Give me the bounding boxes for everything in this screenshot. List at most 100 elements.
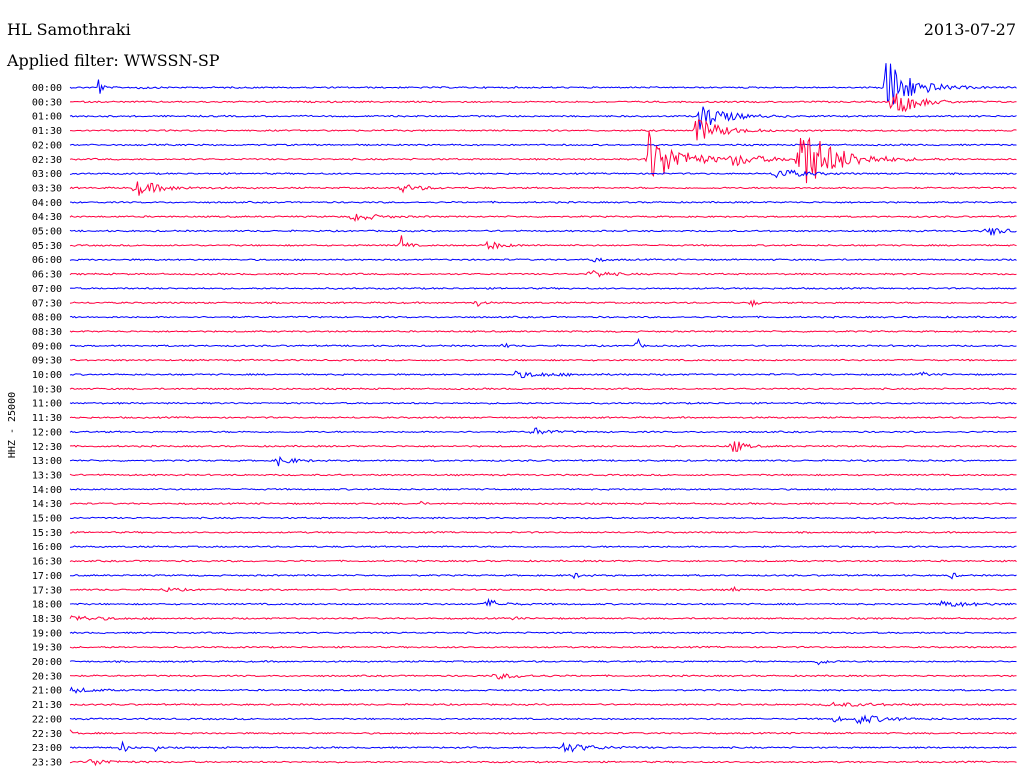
- trace-line: [69, 516, 1017, 520]
- time-label: 08:00: [32, 313, 62, 324]
- trace-line: [69, 131, 1017, 184]
- time-label: 12:30: [32, 442, 62, 453]
- trace-line: [69, 257, 1017, 263]
- trace-line: [69, 387, 1017, 391]
- trace-group: [69, 63, 1017, 767]
- time-label: 21:00: [32, 686, 62, 697]
- trace-line: [69, 701, 1017, 708]
- time-label: 02:30: [32, 155, 62, 166]
- trace-line: [69, 572, 1017, 580]
- trace-line: [69, 631, 1017, 635]
- time-label: 23:00: [32, 743, 62, 754]
- trace-line: [70, 119, 1017, 141]
- trace-line: [69, 315, 1017, 319]
- trace-line: [69, 740, 1017, 753]
- time-labels: 00:00 00:30 01:00 01:30 02:00 02:30 03:00 03:30…: [32, 83, 62, 768]
- trace-line: [69, 370, 1017, 379]
- trace-line: [69, 329, 1017, 333]
- trace-line: [70, 200, 1017, 204]
- trace-line: [69, 235, 1017, 250]
- trace-line: [69, 401, 1017, 405]
- trace-line: [69, 441, 1017, 452]
- time-label: 13:00: [32, 456, 62, 467]
- time-label: 08:30: [32, 327, 62, 338]
- time-label: 05:30: [32, 241, 62, 252]
- trace-line: [69, 143, 1017, 147]
- trace-line: [69, 63, 1017, 105]
- time-label: 22:00: [32, 714, 62, 725]
- time-label: 10:00: [32, 370, 62, 381]
- trace-line: [70, 530, 1017, 534]
- time-label: 18:30: [32, 614, 62, 625]
- time-label: 19:30: [32, 643, 62, 654]
- time-label: 18:00: [32, 600, 62, 611]
- time-label: 23:30: [32, 757, 62, 768]
- time-label: 00:30: [32, 97, 62, 108]
- time-label: 02:00: [32, 140, 62, 151]
- time-label: 19:00: [32, 628, 62, 639]
- trace-line: [69, 559, 1017, 563]
- trace-line: [69, 487, 1017, 491]
- trace-line: [69, 686, 1017, 694]
- time-label: 09:30: [32, 356, 62, 367]
- time-label: 03:00: [32, 169, 62, 180]
- trace-line: [69, 337, 1017, 349]
- trace-line: [69, 227, 1017, 237]
- time-label: 01:00: [32, 112, 62, 123]
- record-date: 2013-07-27: [923, 20, 1016, 39]
- time-label: 09:00: [32, 341, 62, 352]
- trace-line: [69, 659, 1017, 666]
- station-title: HL Samothraki: [7, 20, 131, 39]
- time-label: 15:00: [32, 514, 62, 525]
- trace-line: [69, 615, 1017, 621]
- trace-line: [69, 299, 1017, 308]
- time-label: 04:00: [32, 198, 62, 209]
- time-label: 20:30: [32, 671, 62, 682]
- time-label: 17:00: [32, 571, 62, 582]
- y-axis-label: HHZ - 25000: [7, 392, 18, 458]
- trace-line: [69, 455, 1017, 467]
- time-label: 12:00: [32, 427, 62, 438]
- time-label: 14:00: [32, 485, 62, 496]
- time-label: 07:30: [32, 298, 62, 309]
- trace-line: [69, 759, 1017, 767]
- time-label: 06:30: [32, 270, 62, 281]
- time-label: 06:00: [32, 255, 62, 266]
- trace-line: [69, 358, 1017, 362]
- trace-line: [69, 673, 1017, 680]
- time-label: 04:30: [32, 212, 62, 223]
- time-label: 16:00: [32, 542, 62, 553]
- time-label: 10:30: [32, 384, 62, 395]
- time-label: 11:00: [32, 399, 62, 410]
- time-label: 15:30: [32, 528, 62, 539]
- trace-line: [69, 427, 1017, 435]
- filter-label: Applied filter: WWSSN-SP: [7, 51, 220, 70]
- trace-line: [69, 286, 1017, 290]
- time-label: 22:30: [32, 729, 62, 740]
- trace-line: [69, 714, 1017, 725]
- trace-line: [69, 416, 1017, 420]
- trace-line: [69, 213, 1017, 223]
- time-label: 00:00: [32, 83, 62, 94]
- trace-line: [69, 93, 1017, 113]
- trace-line: [69, 473, 1017, 477]
- trace-line: [69, 106, 1017, 130]
- time-label: 16:30: [32, 557, 62, 568]
- time-label: 17:30: [32, 585, 62, 596]
- trace-line: [69, 597, 1017, 608]
- trace-line: [69, 585, 1017, 593]
- time-label: 07:00: [32, 284, 62, 295]
- trace-line: [69, 169, 1017, 179]
- time-label: 11:30: [32, 413, 62, 424]
- time-label: 05:00: [32, 227, 62, 238]
- time-label: 14:30: [32, 499, 62, 510]
- time-label: 20:00: [32, 657, 62, 668]
- trace-line: [69, 729, 1017, 735]
- trace-line: [69, 545, 1017, 549]
- time-label: 03:30: [32, 183, 62, 194]
- time-label: 01:30: [32, 126, 62, 137]
- trace-line: [69, 270, 1017, 278]
- time-label: 21:30: [32, 700, 62, 711]
- time-label: 13:30: [32, 470, 62, 481]
